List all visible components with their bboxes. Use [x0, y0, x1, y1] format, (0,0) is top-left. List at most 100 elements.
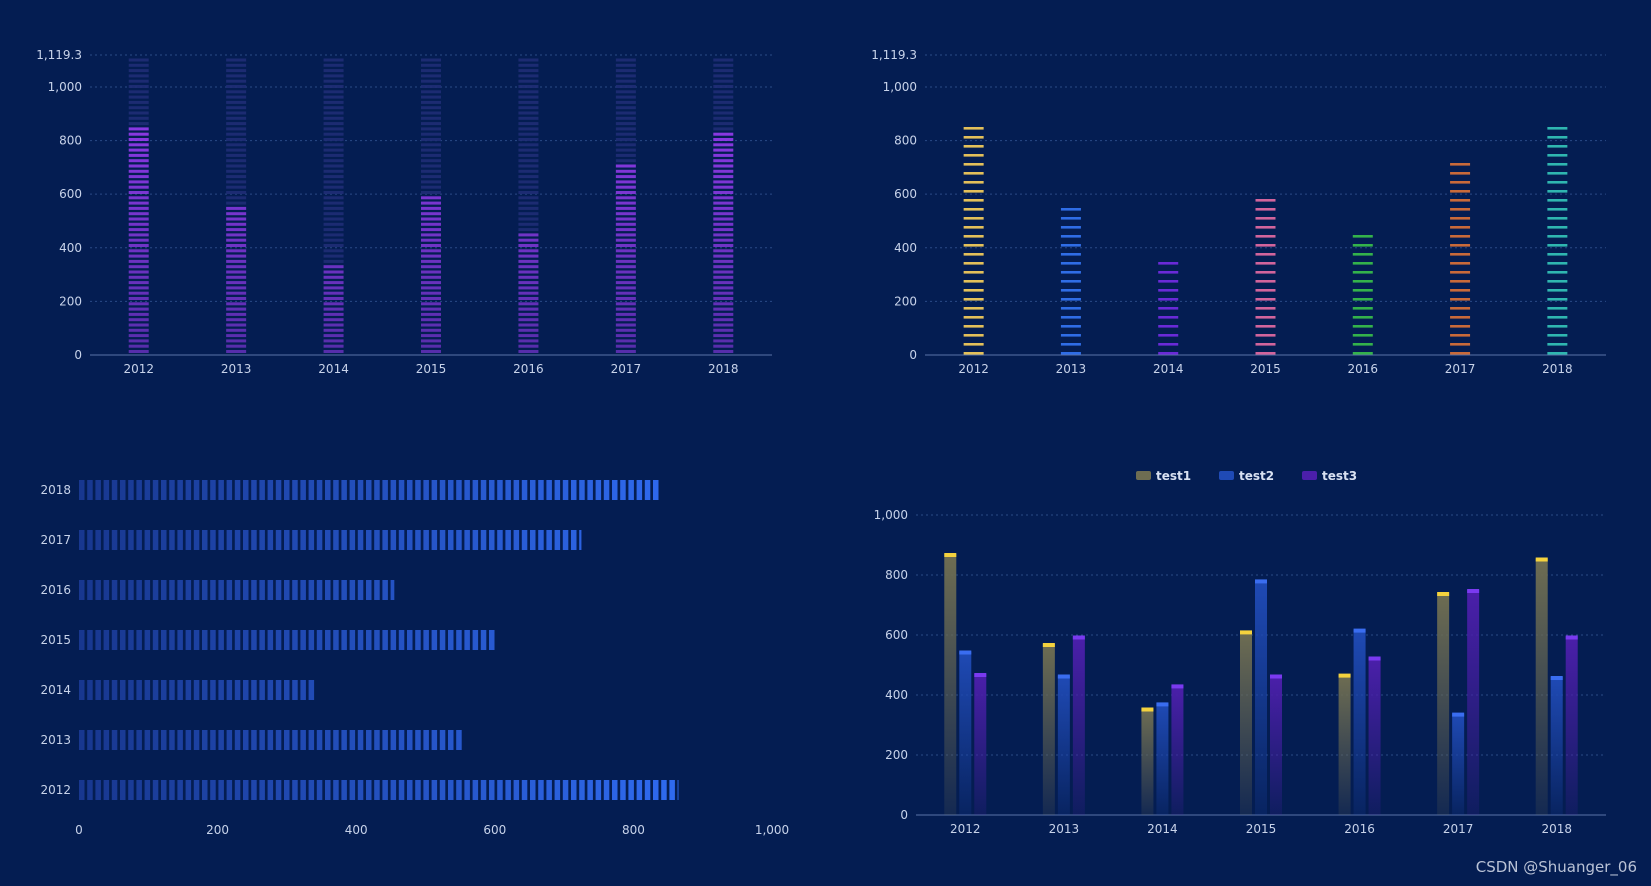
bar-segment [595, 480, 602, 500]
bar-segment [615, 106, 636, 110]
bar-segment [323, 265, 344, 269]
bar-segment [333, 780, 339, 800]
bar-segment [518, 148, 539, 152]
bar-segment [615, 74, 636, 78]
bar-segment [323, 238, 344, 242]
bar-segment [472, 530, 479, 550]
bar-segment [243, 680, 249, 700]
bar-segment [308, 580, 315, 600]
x-tick-label: 2014 [318, 362, 349, 376]
bar-segment [431, 630, 438, 650]
bar-segment [128, 116, 149, 120]
bar-segment [398, 630, 405, 650]
x-tick-label: 2014 [1147, 822, 1178, 836]
group-2017 [1437, 589, 1480, 815]
bar-segment [275, 630, 282, 650]
bar-segment [316, 730, 323, 750]
bar-cap [1255, 579, 1267, 584]
bar-segment [615, 191, 636, 194]
bar-segment [518, 138, 539, 141]
bar-stripe [1255, 226, 1276, 229]
bar-stripe [963, 199, 984, 202]
bar-segment [259, 480, 265, 500]
bar-segment [128, 132, 149, 136]
bar-2015 [421, 58, 441, 353]
bar-segment [128, 106, 149, 110]
bar-segment [518, 318, 539, 322]
bar-segment [218, 680, 224, 700]
x-tick-label: 2013 [1056, 362, 1087, 376]
bar-segment [79, 630, 85, 650]
x-tick-label: 2013 [221, 362, 252, 376]
bar-stripe [1352, 244, 1373, 247]
bar-stripe [963, 316, 984, 319]
bar-segment [518, 85, 539, 88]
bar-segment [120, 530, 126, 550]
x-tick-label: 2014 [1153, 362, 1184, 376]
bar-segment [518, 127, 539, 131]
bar-segment [120, 680, 126, 700]
bar-segment [226, 63, 247, 67]
bar-segment [218, 630, 224, 650]
bar-segment [185, 680, 192, 700]
bar-segment [202, 630, 208, 650]
bar-segment [407, 530, 413, 550]
bar-segment [615, 95, 636, 99]
y-tick-label: 1,119.3 [36, 48, 82, 62]
bar-segment [120, 480, 126, 500]
bar-segment [177, 480, 183, 500]
bar-segment [374, 630, 380, 650]
bar-stripe [1547, 352, 1568, 355]
bar-segment [169, 630, 175, 650]
bar-segment [251, 480, 257, 500]
bar-segment [713, 201, 734, 205]
bar-stripe [1255, 280, 1276, 283]
bar-segment [521, 480, 528, 500]
bar-segment [615, 201, 636, 205]
bar-segment [128, 730, 134, 750]
bar-segment [323, 201, 344, 205]
bar-segment [128, 328, 149, 332]
bar-2016 [1352, 235, 1373, 355]
bar-segment [421, 106, 441, 110]
bar-segment [87, 780, 93, 800]
bar-segment [128, 143, 149, 147]
bar-segment [193, 530, 200, 550]
bar-segment [628, 480, 634, 500]
bar-2012 [963, 127, 984, 355]
bar-stripe [1060, 226, 1081, 229]
bar-segment [103, 580, 110, 600]
bar-2018 [713, 58, 734, 353]
bar-segment [177, 730, 183, 750]
bar-segment [323, 127, 344, 131]
bar-segment [267, 680, 274, 700]
bar-segment [128, 244, 149, 247]
bar-segment [128, 281, 149, 285]
bar-segment [374, 530, 380, 550]
bar-segment [421, 159, 441, 163]
bar-segment [421, 233, 441, 237]
bar-segment [713, 318, 734, 322]
bar-segment [390, 580, 395, 600]
x-tick-label: 2016 [1344, 822, 1375, 836]
bar-segment [357, 530, 364, 550]
bar-segment [308, 730, 315, 750]
watermark: CSDN @Shuanger_06 [1475, 858, 1637, 876]
bar-segment [349, 530, 356, 550]
bar-segment [210, 680, 216, 700]
bar-stripe [1547, 253, 1568, 256]
bar-segment [226, 85, 247, 88]
bar-segment [226, 680, 233, 700]
bar-segment [579, 530, 582, 550]
bar-segment [308, 780, 315, 800]
bar-stripe [1158, 280, 1179, 283]
bar-segment [323, 302, 344, 306]
bar-segment [169, 580, 175, 600]
bar-segment [382, 530, 388, 550]
bar-segment [713, 122, 734, 126]
bar-segment [615, 79, 636, 83]
bar-segment [615, 116, 636, 120]
bar-segment [713, 275, 734, 279]
group-2016 [1338, 628, 1381, 815]
bar-stripe [1255, 343, 1276, 346]
